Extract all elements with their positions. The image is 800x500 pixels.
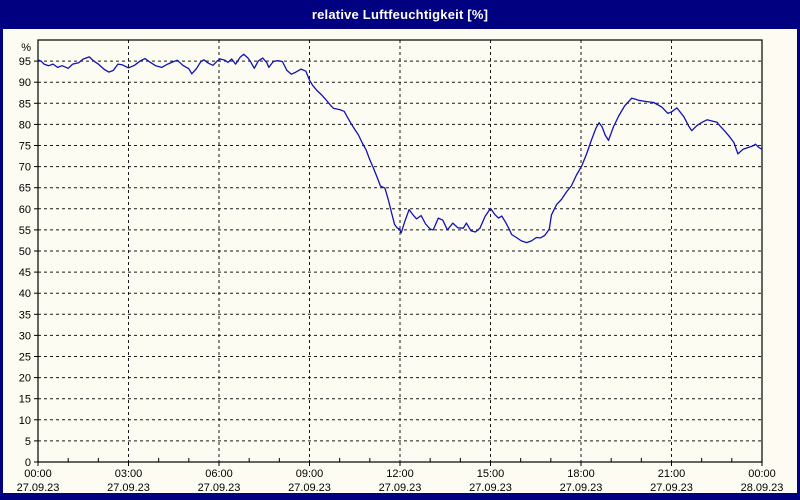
y-tick-label: 20 bbox=[19, 373, 31, 385]
x-tick-date-label: 27.09.23 bbox=[198, 482, 241, 493]
x-tick-time-label: 03:00 bbox=[115, 468, 143, 480]
x-tick-time-label: 00:00 bbox=[748, 468, 776, 480]
y-tick-label: 95 bbox=[19, 56, 31, 68]
x-tick-time-label: 18:00 bbox=[567, 468, 595, 480]
x-tick-date-label: 28.09.23 bbox=[741, 482, 784, 493]
x-tick-date-label: 27.09.23 bbox=[560, 482, 603, 493]
plot-frame bbox=[37, 39, 763, 463]
x-tick-time-label: 09:00 bbox=[296, 468, 324, 480]
y-tick-label: 80 bbox=[19, 119, 31, 131]
x-tick-time-label: 06:00 bbox=[205, 468, 233, 480]
y-tick-label: 5 bbox=[25, 436, 31, 448]
y-axis-labels: 0 5 10 15 20 25 30 35 40 45 50 55 60 65 70 75 80 85 90 95% bbox=[19, 42, 31, 469]
y-tick-label: 70 bbox=[19, 162, 31, 174]
axis-ticks bbox=[34, 60, 763, 466]
x-axis-labels: 00:00 27.09.23 03:00 27.09.23 06:00 27.09.23 0… bbox=[17, 468, 784, 493]
y-tick-label: 75 bbox=[19, 141, 31, 153]
y-tick-label: 45 bbox=[19, 267, 31, 279]
y-axis-unit-label: % bbox=[21, 42, 31, 54]
y-tick-label: 30 bbox=[19, 330, 31, 342]
x-tick-date-label: 27.09.23 bbox=[288, 482, 331, 493]
x-tick-time-label: 12:00 bbox=[386, 468, 414, 480]
chart-plot-area: 0 5 10 15 20 25 30 35 40 45 50 55 60 65 70 75 80 85 90 95% 0… bbox=[3, 29, 797, 493]
y-tick-label: 60 bbox=[19, 204, 31, 216]
y-tick-label: 85 bbox=[19, 98, 31, 110]
x-tick-time-label: 21:00 bbox=[658, 468, 686, 480]
y-tick-label: 55 bbox=[19, 225, 31, 237]
x-tick-date-label: 27.09.23 bbox=[469, 482, 512, 493]
y-tick-label: 90 bbox=[19, 77, 31, 89]
x-tick-time-label: 15:00 bbox=[477, 468, 505, 480]
x-tick-date-label: 27.09.23 bbox=[107, 482, 150, 493]
x-tick-date-label: 27.09.23 bbox=[379, 482, 422, 493]
y-tick-label: 15 bbox=[19, 394, 31, 406]
y-tick-label: 35 bbox=[19, 309, 31, 321]
y-tick-label: 40 bbox=[19, 288, 31, 300]
y-tick-label: 25 bbox=[19, 352, 31, 364]
y-tick-label: 10 bbox=[19, 415, 31, 427]
humidity-line-chart: 05101520253035404550556065707580859095%0… bbox=[17, 39, 784, 493]
x-tick-time-label: 00:00 bbox=[24, 468, 52, 480]
y-tick-label: 50 bbox=[19, 246, 31, 258]
x-tick-date-label: 27.09.23 bbox=[650, 482, 693, 493]
gridlines bbox=[38, 40, 762, 462]
x-tick-date-label: 27.09.23 bbox=[17, 482, 60, 493]
series-line-relative-luftfeuchtigkeit bbox=[37, 53, 763, 244]
y-tick-label: 65 bbox=[19, 183, 31, 195]
chart-title: relative Luftfeuchtigkeit [%] bbox=[311, 7, 489, 22]
y-tick-label: 0 bbox=[25, 457, 31, 469]
